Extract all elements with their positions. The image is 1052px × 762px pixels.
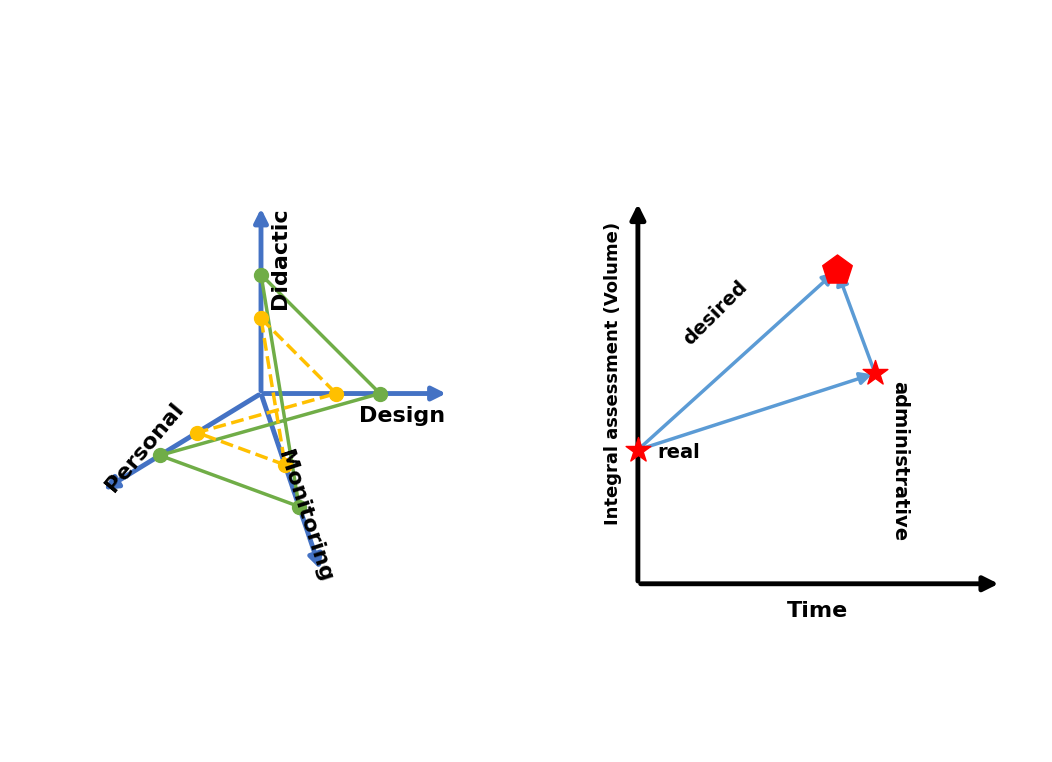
Text: real: real	[658, 443, 700, 462]
Text: Design: Design	[360, 406, 446, 426]
Text: Integral assessment (Volume): Integral assessment (Volume)	[604, 222, 622, 525]
Text: desired: desired	[680, 277, 751, 349]
Text: Time: Time	[787, 600, 848, 620]
Text: Monitoring: Monitoring	[274, 448, 336, 585]
Point	[629, 443, 646, 456]
Text: administrative: administrative	[890, 381, 909, 541]
Text: Didactic: Didactic	[269, 207, 289, 309]
Text: Personal: Personal	[102, 399, 187, 495]
Point	[867, 367, 884, 379]
Point	[828, 264, 845, 276]
